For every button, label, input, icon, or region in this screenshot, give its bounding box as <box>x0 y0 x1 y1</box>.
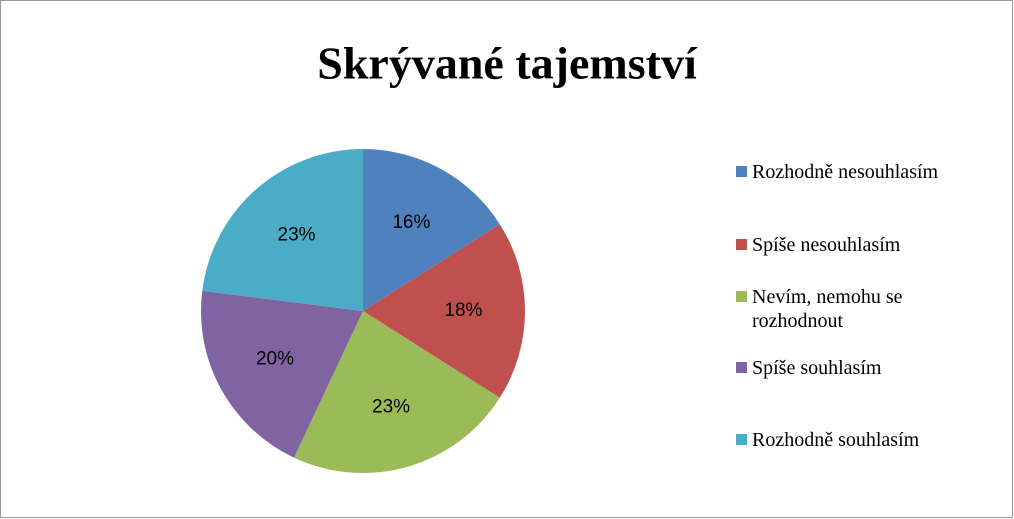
chart-title: Skrývané tajemství <box>317 38 698 89</box>
legend-swatch <box>736 239 747 250</box>
pie-slice <box>363 224 525 398</box>
legend-entry: Spíše nesouhlasím <box>736 233 1006 257</box>
data-label: 16% <box>392 212 430 233</box>
data-label: 18% <box>444 300 482 321</box>
legend-label: Rozhodně souhlasím <box>752 429 920 451</box>
legend-label: Spíše nesouhlasím <box>752 234 901 256</box>
data-label: 23% <box>278 225 316 246</box>
legend-swatch <box>736 166 747 177</box>
legend-swatch <box>736 434 747 445</box>
legend-entry: Spíše souhlasím <box>736 356 1006 380</box>
legend-entry: Nevím, nemohu se rozhodnout <box>736 285 1006 333</box>
legend-swatch <box>736 362 747 373</box>
data-label: 20% <box>256 348 294 369</box>
pie-slice <box>294 311 500 473</box>
legend-entry: Rozhodně souhlasím <box>736 428 1006 452</box>
pie-slice <box>202 149 363 311</box>
data-label: 23% <box>372 396 410 417</box>
pie-slice <box>201 290 363 458</box>
pie-slice <box>363 149 500 311</box>
legend-label: Nevím, nemohu se rozhodnout <box>752 286 903 332</box>
legend-swatch <box>736 291 747 302</box>
legend-label: Spíše souhlasím <box>752 357 882 379</box>
legend-label: Rozhodně nesouhlasím <box>752 161 939 183</box>
legend-entry: Rozhodně nesouhlasím <box>736 160 1006 184</box>
